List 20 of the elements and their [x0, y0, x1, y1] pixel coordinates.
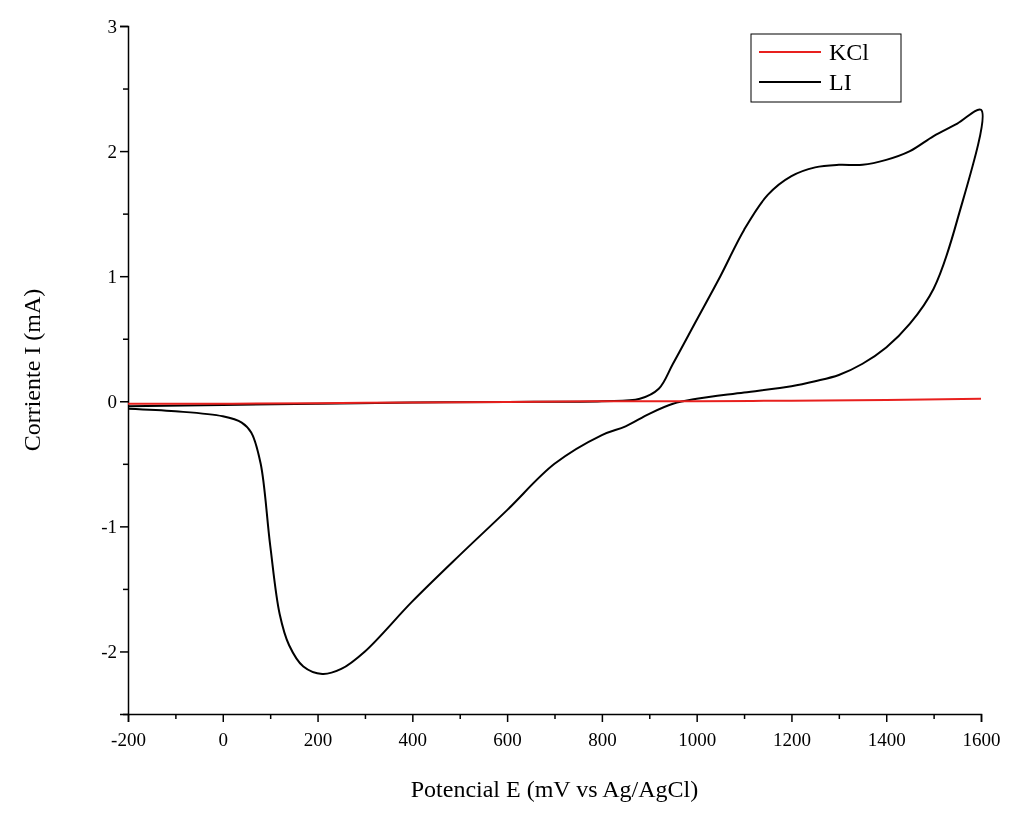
y-tick-label: 3 — [107, 15, 117, 37]
x-tick-label: 0 — [218, 728, 229, 750]
y-tick-label: 0 — [107, 390, 117, 412]
x-tick-label: 1600 — [962, 728, 1001, 750]
y-tick-label: -2 — [101, 641, 117, 663]
x-tick-label: 1200 — [772, 728, 811, 750]
x-tick-label: -200 — [111, 728, 146, 750]
y-tick-label: 2 — [107, 140, 117, 162]
x-tick-label: 400 — [398, 728, 428, 750]
x-tick-label: 1000 — [678, 728, 717, 750]
x-tick-label: 800 — [588, 728, 617, 750]
legend-label: LI — [829, 69, 852, 95]
x-tick-label: 200 — [303, 728, 333, 750]
x-tick-label: 1400 — [867, 728, 906, 750]
legend-label: KCl — [829, 39, 870, 65]
x-axis-title: Potencial E (mV vs Ag/AgCl) — [410, 776, 699, 802]
y-axis-title: Corriente I (mA) — [19, 288, 45, 452]
y-tick-label: 1 — [107, 265, 117, 287]
y-tick-label: -1 — [101, 515, 117, 537]
x-tick-label: 600 — [493, 728, 522, 750]
